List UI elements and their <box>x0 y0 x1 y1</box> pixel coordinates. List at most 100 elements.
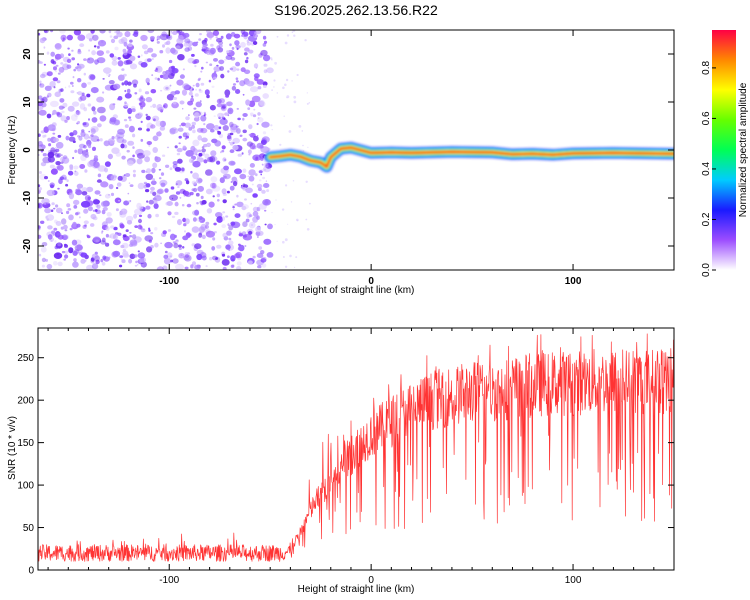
noise-dot <box>66 116 70 121</box>
noise-dot <box>124 93 132 99</box>
noise-dot <box>43 63 47 66</box>
noise-dot <box>64 244 68 248</box>
noise-dot <box>50 30 54 33</box>
colorbar-gradient <box>712 30 736 270</box>
noise-dot <box>162 154 166 157</box>
noise-dot <box>225 244 231 250</box>
noise-dot <box>206 143 211 147</box>
noise-dot <box>191 159 195 163</box>
noise-dot <box>224 158 227 162</box>
noise-dot <box>97 165 107 172</box>
noise-dot <box>88 73 96 81</box>
noise-dot <box>191 124 196 129</box>
noise-dot <box>169 84 172 87</box>
noise-dot <box>47 156 56 163</box>
noise-dot <box>262 35 267 40</box>
noise-dot <box>70 114 78 122</box>
noise-dot <box>181 167 185 172</box>
noise-dot <box>39 83 45 88</box>
noise-dot <box>230 126 239 133</box>
colorbar: 0.0 0.2 0.4 0.6 0.8 Normalized spectral ampl… <box>701 30 749 277</box>
noise-dot <box>218 44 223 48</box>
noise-dot <box>177 54 185 61</box>
noise-dot <box>60 88 64 92</box>
noise-dot <box>175 239 179 242</box>
noise-dot <box>257 112 261 116</box>
noise-dot <box>38 109 47 116</box>
noise-dot <box>169 233 176 241</box>
noise-dot <box>87 160 94 168</box>
noise-dot <box>248 230 253 235</box>
noise-dot <box>76 110 81 116</box>
noise-dot <box>191 95 194 98</box>
noise-dot <box>175 263 184 270</box>
noise-dot <box>195 101 202 108</box>
noise-dot <box>212 76 217 80</box>
noise-dot <box>262 176 266 180</box>
noise-dot <box>256 79 264 85</box>
noise-dot <box>75 189 83 196</box>
noise-dot <box>140 120 143 124</box>
noise-dot <box>73 205 78 209</box>
noise-dot <box>43 46 46 49</box>
noise-dot <box>216 64 219 67</box>
noise-dot <box>185 135 189 139</box>
noise-dot <box>38 234 42 239</box>
noise-dot <box>174 201 179 207</box>
noise-dot <box>71 57 75 61</box>
noise-dot <box>96 50 105 56</box>
noise-dot <box>108 30 112 34</box>
noise-dot <box>129 55 136 62</box>
noise-dot <box>83 107 87 112</box>
noise-dot <box>79 43 85 48</box>
noise-dot <box>68 192 75 200</box>
noise-dot <box>138 218 142 224</box>
noise-dot <box>288 130 292 133</box>
noise-dot <box>172 97 178 100</box>
noise-dot <box>137 250 140 253</box>
noise-dot <box>105 233 109 238</box>
noise-dot <box>178 247 182 250</box>
noise-dot <box>145 115 151 121</box>
noise-dot <box>108 80 115 85</box>
noise-dot <box>191 53 195 57</box>
noise-dot <box>176 147 183 153</box>
noise-dot <box>68 189 71 192</box>
noise-dot <box>221 188 227 195</box>
noise-dot <box>150 232 154 235</box>
noise-dot <box>151 74 154 77</box>
noise-dot <box>180 254 183 257</box>
noise-dot <box>221 216 226 221</box>
snr-series-line <box>38 333 674 562</box>
noise-dot <box>181 89 188 96</box>
noise-dot <box>155 67 158 71</box>
noise-dot <box>213 222 217 226</box>
noise-dot <box>231 85 237 91</box>
noise-dot <box>208 49 215 56</box>
noise-dot <box>83 58 87 61</box>
noise-dot <box>135 260 138 264</box>
noise-dot <box>122 50 128 56</box>
noise-dot <box>159 33 169 41</box>
noise-dot <box>256 122 259 126</box>
noise-dot <box>225 94 230 98</box>
noise-dot <box>38 133 41 137</box>
noise-dot <box>99 138 103 142</box>
noise-dot <box>57 242 62 247</box>
noise-dot <box>151 167 156 174</box>
noise-dot <box>203 111 206 114</box>
noise-dot <box>156 39 159 41</box>
noise-dot <box>304 39 307 42</box>
noise-dot <box>262 81 268 86</box>
noise-dot <box>165 201 170 206</box>
noise-dot <box>179 100 185 105</box>
noise-dot <box>132 154 135 158</box>
noise-dot <box>38 32 41 36</box>
noise-dot <box>102 78 105 80</box>
noise-dot <box>81 150 89 157</box>
noise-dot <box>209 63 213 66</box>
noise-dot <box>139 97 146 103</box>
y-tick-label: 0 <box>22 147 33 153</box>
noise-dot <box>138 88 142 93</box>
noise-dot <box>246 56 249 60</box>
